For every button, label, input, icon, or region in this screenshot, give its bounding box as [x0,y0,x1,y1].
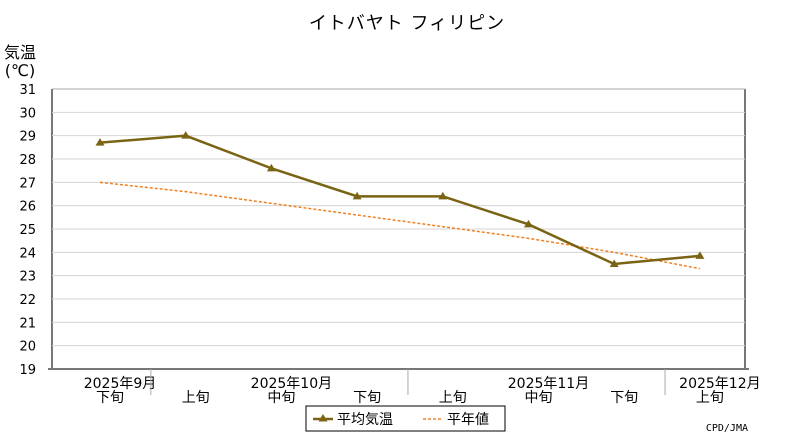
y-tick-label: 19 [19,363,36,378]
data-point-mean [695,251,705,259]
x-tick-label: 上旬 [696,390,724,406]
legend-normal-label: 平年値 [447,412,489,428]
legend-mean-marker [318,414,328,422]
y-tick-label: 28 [19,153,36,168]
x-labels: 下旬 上旬 中旬 下旬 上旬 中旬 下旬 上旬 2025年9月 2025年10月 2025年11月 2… [84,369,761,406]
y-tick-label: 23 [19,270,36,285]
x-tick-label: 下旬 [610,390,638,406]
data-point-mean [352,191,362,200]
y-tick-label: 26 [19,200,36,215]
series-group [95,131,705,270]
y-ticks: 19 20 21 22 23 24 25 26 27 28 29 30 31 [19,83,36,378]
x-month-label: 2025年11月 [508,376,589,392]
x-tick-label: 下旬 [353,390,381,406]
y-tick-label: 31 [19,83,36,98]
y-tick-label: 20 [19,340,36,355]
y-tick-label: 24 [19,246,36,261]
y-tick-label: 29 [19,130,36,145]
x-tick-label: 上旬 [182,390,210,406]
x-tick-label: 中旬 [525,390,553,406]
data-point-mean [438,191,448,200]
x-tick-label: 中旬 [267,390,295,406]
data-point-mean [609,259,619,267]
legend: 平均気温 平年値 [305,405,506,432]
y-tick-label: 30 [19,106,36,121]
x-tick-label: 上旬 [439,390,467,406]
y-axis-unit: (℃) [5,61,35,80]
x-tick-label: 下旬 [96,390,124,406]
x-month-label: 2025年9月 [84,376,157,392]
chart-title: イトバヤト フィリピン [309,13,505,34]
y-axis-label: 気温 [4,43,36,62]
credit: CPD/JMA [706,423,748,434]
y-tick-label: 25 [19,223,36,238]
data-point-mean [181,131,191,139]
y-tick-label: 27 [19,176,36,191]
series-line-normal [99,181,701,270]
grid-lines [52,111,745,347]
data-point-mean [524,219,533,228]
series-line-mean [99,134,701,266]
legend-box [305,405,506,432]
x-month-label: 2025年10月 [251,376,332,392]
y-tick-label: 21 [19,316,36,331]
legend-mean-label: 平均気温 [337,412,393,428]
y-tick-label: 22 [19,293,36,308]
data-point-mean [266,163,276,172]
x-month-label: 2025年12月 [679,376,760,392]
data-point-mean [95,138,105,146]
